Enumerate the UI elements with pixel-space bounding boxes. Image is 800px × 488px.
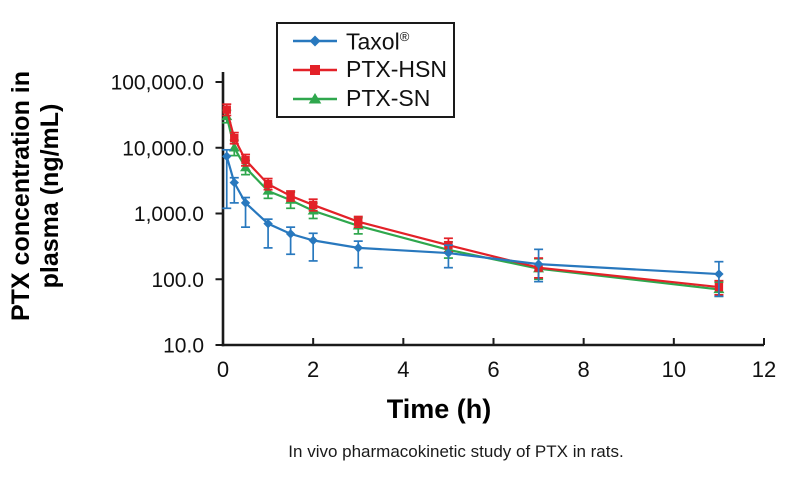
data-point-diamond: [285, 229, 296, 239]
y-tick-label: 10.0: [163, 335, 204, 358]
data-point-square: [308, 200, 318, 210]
figure-caption: In vivo pharmacokinetic study of PTX in …: [288, 442, 624, 461]
y-axis-title: PTX concentration in plasma (ng/mL): [7, 0, 65, 406]
data-point-diamond: [714, 269, 724, 279]
data-point-diamond: [263, 218, 273, 229]
data-point-diamond: [309, 35, 321, 47]
y-axis-title-line2: plasma (ng/mL): [36, 103, 64, 289]
series-ptx-sn: [221, 109, 725, 298]
legend-marker-triangle-icon: [293, 92, 337, 104]
legend: Taxol® PTX-HSN PTX-SN: [276, 22, 455, 118]
x-tick-label: 12: [752, 357, 776, 382]
data-point-diamond: [353, 243, 363, 253]
legend-label: PTX-HSN: [346, 56, 447, 83]
x-tick-label: 8: [578, 357, 590, 382]
series-taxol: [222, 148, 724, 298]
x-tick-label: 6: [487, 357, 499, 382]
data-point-diamond: [443, 248, 454, 258]
data-point-square: [310, 64, 320, 75]
legend-item-ptx-hsn: PTX-HSN: [292, 56, 453, 84]
data-point-square: [230, 133, 239, 143]
x-axis-title: Time (h): [386, 394, 492, 424]
data-point-diamond: [533, 259, 544, 269]
legend-item-taxol: Taxol®: [292, 27, 453, 55]
y-axis: 100,000.0 10,000.0 1,000.0 100.0 10.0: [111, 72, 225, 358]
x-tick-label: 10: [662, 357, 686, 382]
series-line: [225, 116, 720, 291]
legend-item-ptx-sn: PTX-SN: [292, 85, 453, 113]
x-tick-label: 2: [307, 357, 319, 382]
data-point-triangle: [308, 92, 322, 104]
x-axis: 0 2 4 6 8 10 12: [217, 338, 776, 382]
data-point-square: [222, 105, 231, 114]
data-point-diamond: [308, 235, 318, 246]
y-tick-label: 100.0: [151, 269, 204, 292]
legend-label: Taxol®: [346, 28, 410, 55]
legend-marker-diamond-icon: [293, 35, 337, 47]
x-tick-label: 4: [397, 357, 409, 382]
y-tick-label: 100,000.0: [111, 72, 204, 95]
legend-label: PTX-SN: [346, 85, 431, 112]
data-point-square: [354, 217, 363, 226]
data-point-diamond: [222, 151, 232, 162]
data-point-diamond: [229, 177, 239, 188]
data-point-square: [241, 155, 250, 165]
y-tick-label: 10,000.0: [122, 137, 204, 160]
data-point-square: [286, 191, 295, 201]
data-point-triangle: [228, 142, 240, 152]
legend-marker-square-icon: [293, 64, 337, 75]
y-tick-label: 1,000.0: [134, 203, 204, 226]
y-axis-title-line1: PTX concentration in: [7, 70, 35, 322]
series-line: [225, 109, 720, 289]
x-tick-label: 0: [217, 357, 229, 382]
data-point-triangle: [240, 162, 252, 172]
data-point-diamond: [240, 198, 251, 208]
series-ptx-hsn: [222, 103, 724, 296]
data-point-square: [263, 179, 273, 189]
series-line: [225, 156, 719, 276]
